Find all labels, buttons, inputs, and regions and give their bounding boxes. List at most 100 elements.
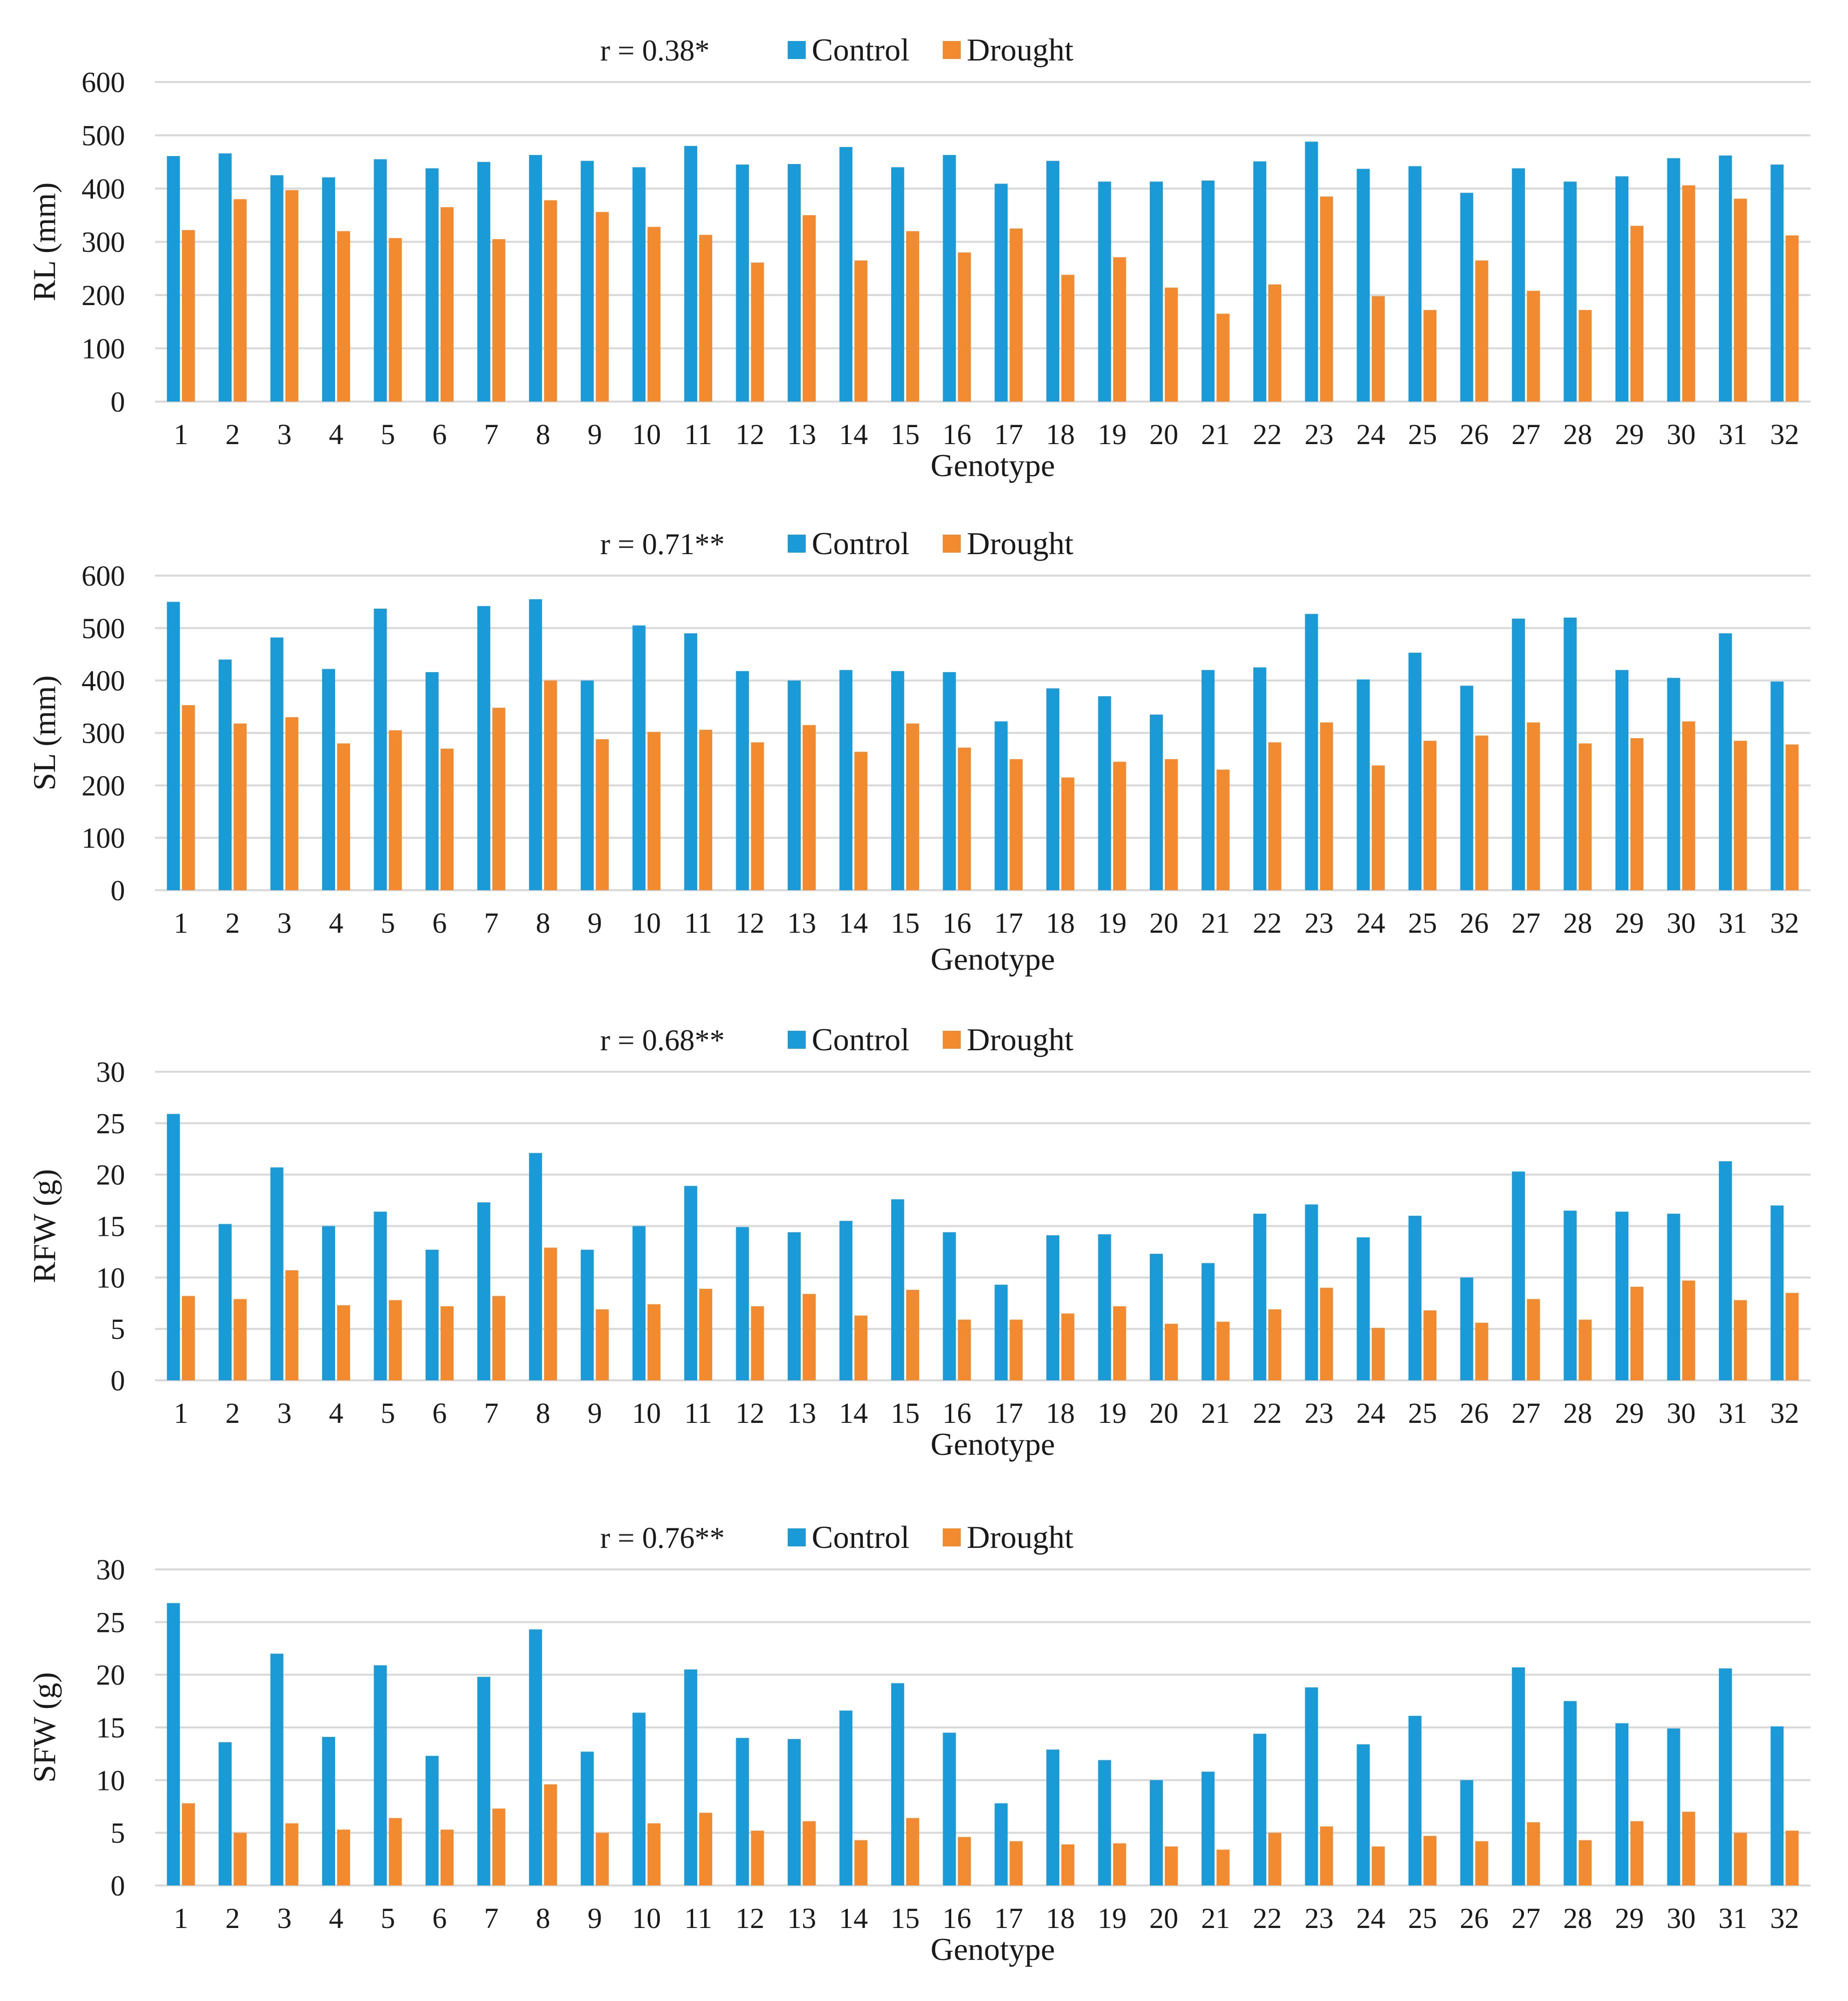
bar-control-8 [529, 1153, 542, 1380]
x-axis-label: Genotype [931, 1931, 1055, 1967]
bar-drought-16 [958, 252, 971, 402]
bar-control-21 [1201, 670, 1215, 890]
bar-drought-11 [699, 730, 713, 890]
y-tick-label: 10 [96, 1764, 125, 1796]
bar-drought-20 [1165, 1323, 1178, 1380]
x-tick-label: 23 [1304, 1902, 1333, 1934]
bar-drought-15 [906, 1290, 919, 1380]
bar-drought-16 [958, 1837, 971, 1885]
legend-label-drought: Drought [967, 526, 1074, 561]
x-tick-label: 22 [1253, 418, 1282, 451]
bar-drought-1 [182, 230, 195, 402]
bar-drought-16 [958, 1319, 971, 1380]
bar-drought-2 [234, 1832, 247, 1885]
bar-drought-9 [596, 1309, 609, 1380]
bar-control-14 [839, 1221, 853, 1380]
bar-drought-28 [1578, 1319, 1592, 1380]
x-tick-label: 16 [942, 1397, 971, 1429]
bar-control-5 [374, 1211, 387, 1380]
bar-drought-19 [1113, 1843, 1126, 1885]
x-tick-label: 10 [632, 418, 661, 451]
y-axis-label: RFW (g) [27, 1169, 62, 1283]
legend-item-drought: Drought [943, 1022, 1074, 1057]
x-tick-label: 15 [891, 1902, 920, 1934]
bar-drought-26 [1475, 260, 1488, 402]
x-tick-label: 14 [839, 1902, 868, 1934]
bar-control-1 [167, 602, 180, 890]
x-tick-label: 30 [1666, 1397, 1695, 1429]
bar-control-11 [684, 1669, 698, 1885]
bar-control-22 [1253, 161, 1266, 402]
x-tick-label: 23 [1304, 1397, 1333, 1429]
x-axis-label: Genotype [931, 448, 1055, 483]
x-tick-label: 4 [329, 418, 344, 451]
bar-drought-12 [751, 1306, 764, 1380]
x-tick-label: 30 [1666, 1902, 1695, 1934]
bar-control-6 [425, 1755, 439, 1885]
bar-drought-6 [440, 1306, 454, 1380]
bar-control-3 [270, 175, 284, 402]
y-tick-label: 0 [111, 386, 125, 418]
bar-drought-6 [440, 748, 454, 890]
bar-control-13 [787, 1232, 801, 1380]
x-tick-label: 9 [588, 1902, 602, 1934]
bar-drought-18 [1061, 1844, 1075, 1885]
y-tick-label: 30 [96, 1553, 125, 1586]
x-tick-label: 5 [381, 1902, 395, 1934]
x-tick-label: 1 [174, 418, 188, 451]
bar-control-29 [1615, 670, 1628, 890]
bar-control-13 [787, 1739, 801, 1885]
x-tick-label: 1 [174, 1902, 188, 1934]
x-tick-label: 20 [1149, 907, 1178, 939]
y-axis-label: SL (mm) [27, 675, 62, 791]
bar-drought-7 [492, 239, 506, 402]
x-tick-label: 15 [891, 1397, 920, 1429]
bar-drought-13 [802, 215, 816, 402]
bar-control-6 [425, 1249, 439, 1380]
bar-control-24 [1356, 169, 1370, 402]
bar-control-12 [736, 671, 749, 890]
bar-drought-10 [647, 1823, 661, 1885]
x-tick-label: 23 [1304, 907, 1333, 939]
x-tick-label: 9 [588, 418, 602, 451]
x-tick-label: 17 [994, 1397, 1023, 1429]
bar-control-30 [1667, 158, 1680, 402]
x-tick-label: 32 [1770, 418, 1799, 451]
legend-item-control: Control [788, 1022, 910, 1057]
x-tick-label: 4 [329, 1397, 344, 1429]
bar-drought-31 [1733, 741, 1747, 890]
bar-drought-27 [1527, 1299, 1540, 1380]
x-tick-label: 11 [684, 1902, 712, 1934]
bar-drought-1 [182, 705, 195, 890]
bar-drought-16 [958, 747, 971, 890]
bar-drought-9 [596, 212, 609, 402]
x-tick-label: 6 [432, 1397, 447, 1429]
x-tick-label: 3 [277, 907, 292, 939]
bar-control-18 [1046, 161, 1060, 402]
correlation-annotation: r = 0.38* [600, 34, 710, 67]
x-tick-label: 9 [588, 1397, 602, 1429]
bar-control-13 [787, 680, 801, 890]
bar-control-28 [1563, 1210, 1577, 1380]
y-tick-label: 0 [111, 1869, 125, 1902]
x-tick-label: 18 [1046, 1902, 1075, 1934]
bar-control-10 [632, 167, 646, 402]
x-tick-label: 25 [1408, 907, 1437, 939]
x-tick-label: 5 [381, 907, 395, 939]
bar-control-20 [1150, 1254, 1163, 1380]
legend-swatch-drought [943, 535, 961, 553]
x-tick-label: 28 [1563, 1902, 1592, 1934]
bar-drought-26 [1475, 735, 1488, 890]
x-tick-label: 4 [329, 1902, 344, 1934]
y-tick-label: 15 [96, 1711, 125, 1744]
x-tick-label: 30 [1666, 418, 1695, 451]
bar-drought-26 [1475, 1322, 1488, 1380]
legend-swatch-control [788, 1031, 806, 1049]
bar-control-12 [736, 1227, 749, 1380]
legend: Control Drought [788, 1519, 1074, 1555]
bar-drought-18 [1061, 275, 1075, 402]
x-tick-label: 29 [1615, 418, 1644, 451]
x-tick-label: 16 [942, 907, 971, 939]
bar-control-19 [1098, 1760, 1111, 1885]
legend-swatch-drought [943, 1031, 961, 1049]
